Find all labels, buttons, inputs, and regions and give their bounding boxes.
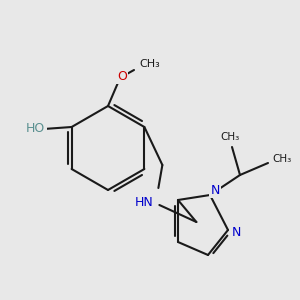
Text: N: N <box>231 226 241 238</box>
Text: CH₃: CH₃ <box>220 132 240 142</box>
Text: HO: HO <box>26 122 45 136</box>
Text: O: O <box>117 70 127 83</box>
Text: N: N <box>210 184 220 196</box>
Text: CH₃: CH₃ <box>272 154 292 164</box>
Text: CH₃: CH₃ <box>140 59 160 69</box>
Text: HN: HN <box>135 196 154 208</box>
